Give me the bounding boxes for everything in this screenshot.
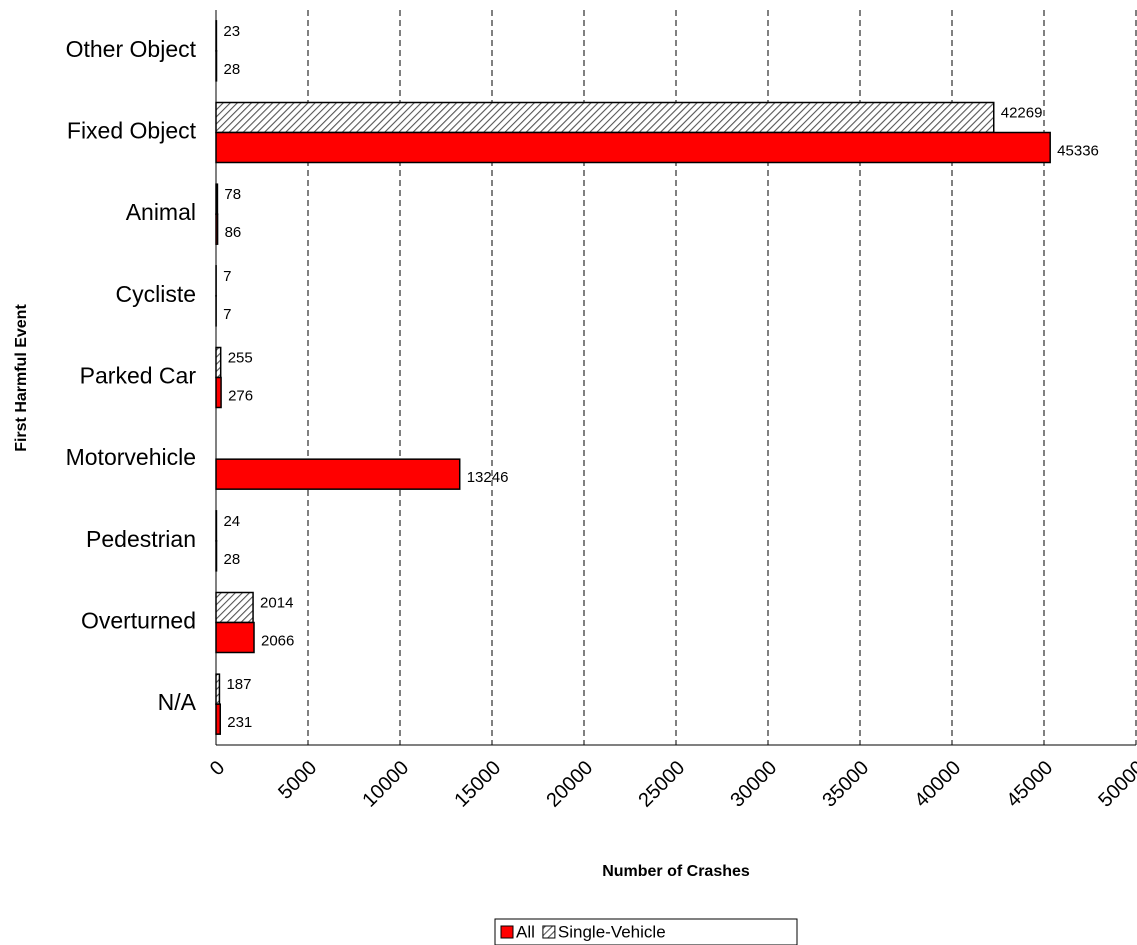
value-label: 45336 [1057, 142, 1099, 159]
y-tick-label: Other Object [66, 36, 197, 62]
legend-label: Single-Vehicle [558, 922, 666, 941]
bar [215, 131, 1051, 164]
bar [215, 183, 219, 215]
value-label: 78 [224, 186, 241, 203]
x-tick-label: 45000 [1002, 757, 1057, 812]
value-label: 28 [224, 551, 241, 568]
y-tick-label: Fixed Object [67, 118, 197, 144]
legend-swatch [500, 925, 514, 939]
value-label: 2066 [261, 632, 294, 649]
legend-label: All [516, 922, 535, 941]
x-tick-label: 5000 [274, 757, 321, 804]
bar [215, 591, 254, 624]
value-label: 2014 [260, 594, 293, 611]
x-tick-label: 30000 [726, 757, 781, 812]
x-tick-label: 25000 [634, 757, 689, 812]
value-label: 231 [227, 714, 252, 731]
bar [215, 703, 222, 735]
x-tick-label: 50000 [1094, 757, 1137, 812]
value-label: 28 [224, 61, 241, 78]
value-label: 7 [223, 306, 231, 323]
bar [215, 540, 218, 572]
legend-swatch [542, 925, 556, 939]
y-axis-title: First Harmful Event [13, 304, 30, 452]
y-tick-label: Pedestrian [86, 526, 196, 552]
bar [215, 376, 222, 409]
value-label: 187 [226, 676, 251, 693]
value-label: 255 [228, 349, 253, 366]
bar [215, 213, 219, 245]
x-tick-label: 20000 [542, 757, 597, 812]
y-tick-label: Cycliste [115, 281, 196, 307]
y-tick-label: Overturned [81, 608, 196, 634]
value-label: 24 [223, 513, 240, 530]
y-tick-label: Animal [126, 199, 196, 225]
bar [215, 101, 995, 134]
value-label: 23 [223, 23, 240, 40]
y-tick-label: Parked Car [80, 363, 197, 389]
bar [215, 621, 255, 654]
x-tick-label: 10000 [358, 757, 413, 812]
bar [215, 673, 221, 705]
y-tick-label: Motorvehicle [66, 444, 196, 470]
value-label: 13246 [467, 469, 509, 486]
bar [215, 346, 222, 379]
x-tick-label: 0 [206, 757, 229, 780]
value-label: 42269 [1001, 104, 1043, 121]
value-label: 276 [228, 387, 253, 404]
x-tick-label: 15000 [450, 757, 505, 812]
x-tick-label: 35000 [818, 757, 873, 812]
y-tick-label: N/A [158, 689, 197, 715]
bar [215, 458, 461, 490]
x-axis-title: Number of Crashes [602, 863, 750, 880]
value-label: 7 [223, 268, 231, 285]
bar [215, 50, 218, 82]
x-tick-label: 40000 [910, 757, 965, 812]
value-label: 86 [225, 224, 242, 241]
